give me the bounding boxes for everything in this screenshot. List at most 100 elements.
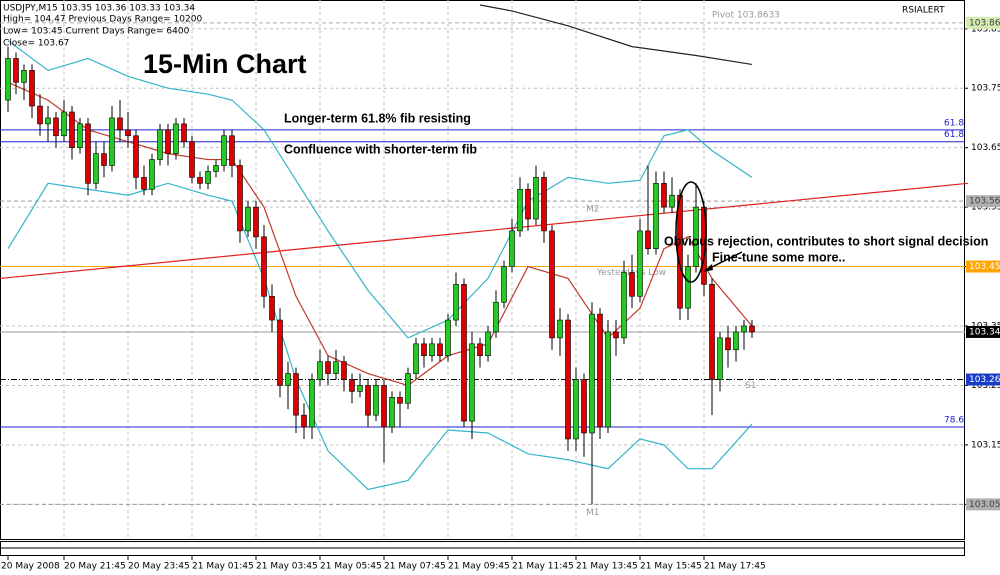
annotation: Longer-term 61.8% fib resisting: [284, 111, 471, 125]
level-label: M2: [586, 205, 600, 215]
candle-body: [469, 343, 475, 422]
candle-body: [557, 319, 563, 339]
candle-body: [653, 183, 659, 250]
y-tick-label: 103.15: [971, 440, 1000, 450]
candle-body: [429, 343, 435, 357]
candle-body: [437, 343, 443, 357]
price-box-label: 103.56: [969, 197, 1000, 207]
candle-body: [173, 123, 179, 154]
candle-body: [197, 177, 203, 184]
arrow-head: [703, 264, 713, 272]
x-tick-label: 21 May 01:45: [192, 562, 254, 572]
candle-body: [709, 284, 715, 380]
candle-body: [21, 70, 27, 83]
price-box: [966, 498, 1000, 511]
candle-body: [309, 379, 315, 428]
price-box-label: 103.05: [969, 500, 1000, 510]
level-label: 61.8: [944, 130, 964, 140]
candle-body: [13, 58, 19, 83]
indicator-line: [7, 182, 753, 491]
candle-body: [373, 385, 379, 416]
candle-body: [301, 414, 307, 428]
candle-body: [325, 361, 331, 374]
level-label: M1: [586, 508, 600, 518]
candle-body: [53, 117, 59, 137]
candle-body: [669, 194, 675, 208]
x-tick-label: 21 May 13:45: [576, 562, 638, 572]
price-box: [966, 195, 1000, 208]
candle-body: [477, 343, 483, 357]
candle-body: [629, 272, 635, 297]
candle-body: [149, 159, 155, 190]
candle-body: [621, 272, 627, 339]
candle-body: [405, 373, 411, 404]
x-tick-label: 20 May 2008: [1, 562, 60, 572]
candle-body: [413, 343, 419, 374]
candle-body: [117, 117, 123, 131]
indicator-line: [7, 40, 753, 339]
x-tick-label: 20 May 21:45: [64, 562, 126, 572]
x-tick-label: 21 May 11:45: [512, 562, 574, 572]
candle-body: [717, 337, 723, 380]
candle-body: [205, 171, 211, 184]
y-tick-label: 103.55: [971, 203, 1000, 213]
candle-body: [605, 331, 611, 428]
price-box-label: 103.34: [969, 327, 1000, 337]
header-line: USDJPY,M15 103.35 103.36 103.33 103.34: [3, 4, 195, 14]
candle-body: [749, 325, 755, 333]
candle-body: [509, 230, 515, 267]
level-label: Pivot 103.8633: [712, 10, 780, 20]
candle-body: [365, 385, 371, 416]
candle-body: [285, 373, 291, 386]
indicator-line: [0, 182, 969, 280]
candle-body: [157, 129, 163, 160]
candle-body: [357, 385, 363, 392]
candle-body: [61, 111, 67, 137]
indicator-line: [7, 81, 753, 387]
header-line: Close= 103.67: [3, 39, 69, 49]
candle-body: [741, 325, 747, 333]
candle-body: [517, 188, 523, 232]
candle-body: [677, 194, 683, 309]
price-box-label: 103.26: [969, 375, 1000, 385]
candle-body: [381, 385, 387, 428]
price-box: [966, 16, 1000, 29]
candle-body: [685, 266, 691, 309]
y-tick-label: 103.25: [971, 381, 1000, 391]
annotation: Confluence with shorter-term fib: [284, 142, 477, 156]
x-tick-label: 21 May 17:45: [704, 562, 766, 572]
candle-body: [109, 117, 115, 166]
x-tick-label: 21 May 03:45: [256, 562, 318, 572]
candle-body: [125, 129, 131, 137]
price-box-label: 103.86: [969, 18, 1000, 28]
candle-body: [349, 379, 355, 392]
candle-body: [269, 295, 275, 321]
price-box: [966, 325, 1000, 338]
level-label: 78.6: [944, 416, 964, 426]
header-line: Low= 103.45 Current Days Range= 6400: [3, 27, 190, 37]
annotation: Fine-tune some more..: [712, 250, 845, 264]
plot-frame: [0, 0, 965, 540]
candle-body: [525, 188, 531, 220]
candle-body: [29, 70, 35, 107]
x-tick-label: 21 May 15:45: [640, 562, 702, 572]
candle-body: [101, 153, 107, 166]
candle-body: [85, 123, 91, 184]
candle-body: [165, 129, 171, 154]
x-tick-label: 21 May 05:45: [320, 562, 382, 572]
candle-body: [37, 105, 43, 125]
candle-body: [645, 230, 651, 250]
candle-body: [389, 397, 395, 428]
candle-body: [565, 319, 571, 440]
candle-body: [589, 313, 595, 434]
overlays: [0, 4, 969, 491]
candle-body: [261, 236, 267, 297]
candle-body: [93, 153, 99, 184]
highlight-ellipse: [675, 181, 707, 283]
candle-body: [5, 58, 11, 101]
candle-body: [445, 319, 451, 357]
candle-body: [661, 183, 667, 208]
candle-body: [237, 165, 243, 232]
candle-body: [693, 206, 699, 267]
